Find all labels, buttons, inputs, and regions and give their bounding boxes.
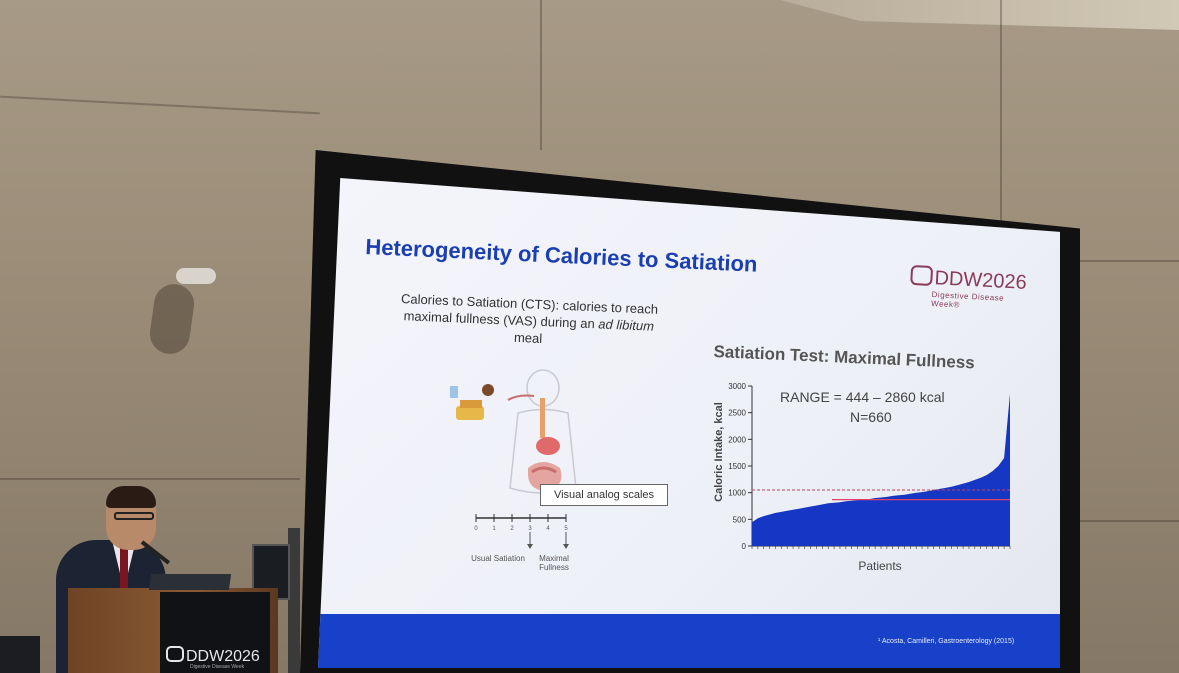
y-tick-label: 1500 (728, 462, 746, 471)
ddw-logo: DDW2026 Digestive Disease Week® (909, 264, 1031, 313)
vas-scale: 0 1 2 3 4 5 (474, 514, 569, 549)
podium-logo: DDW2026 (166, 646, 260, 666)
usual-satiation-label: Usual Satiation (471, 554, 525, 563)
cts-definition: Calories to Satiation (CTS): calories to… (400, 291, 659, 346)
vas-tick-label: 0 (474, 526, 478, 532)
wall-panel-line (1080, 520, 1179, 522)
y-tick-label: 2500 (728, 409, 746, 418)
y-axis-label: Caloric Intake, kcal (713, 402, 725, 502)
laptop (148, 574, 232, 590)
wall-panel-line (0, 478, 300, 480)
speaker-hair (106, 486, 156, 508)
range-annotation: RANGE = 444 – 2860 kcal (780, 389, 945, 405)
speaker-tie (120, 548, 128, 588)
podium-front-panel (160, 592, 270, 673)
y-tick-label: 2000 (728, 435, 746, 444)
vas-label-box: Visual analog scales (540, 484, 668, 506)
ddw-mark-icon (910, 264, 934, 287)
digestive-system-illustration (450, 369, 577, 494)
x-axis-label: Patients (858, 559, 901, 573)
ddw-logo-text: DDW2026 (910, 264, 1031, 295)
vas-tick-label: 1 (492, 526, 496, 532)
y-tick-label: 0 (742, 542, 747, 551)
satiation-chart: Caloric Intake, kcal Patients RANGE = 44… (713, 382, 1011, 573)
vas-tick-label: 2 (510, 526, 514, 532)
y-tick-label: 500 (733, 515, 747, 524)
vas-tick-label: 3 (528, 526, 532, 532)
series-area (752, 393, 1010, 546)
ddw-mark-icon (166, 646, 184, 662)
ad-libitum-text: ad libitum (598, 316, 655, 334)
podium-logo-subtitle: Digestive Disease Week (190, 664, 245, 670)
slide-title: Heterogeneity of Calories to Satiation (364, 234, 759, 277)
presentation-slide: Heterogeneity of Calories to Satiation D… (318, 178, 1060, 668)
glasses-icon (114, 512, 154, 520)
n-annotation: N=660 (850, 409, 892, 425)
citation: ¹ Acosta, Camilleri, Gastroenterology (2… (878, 638, 1015, 645)
vas-ticks (475, 514, 567, 522)
wall-sensor (176, 268, 216, 284)
wall-panel-line (1080, 260, 1179, 262)
foreground-device (0, 636, 40, 673)
y-tick-label: 1000 (728, 489, 746, 498)
vas-tick-label: 4 (546, 526, 550, 532)
slide-footer-band (318, 614, 1060, 668)
y-tick-label: 3000 (728, 382, 746, 391)
wall-panel-line (1000, 0, 1002, 230)
chart-title: Satiation Test: Maximal Fullness (713, 342, 976, 373)
maximal-fullness-label: Maximal Fullness (539, 554, 569, 572)
series-area-layer (751, 393, 1011, 549)
wall-panel-line (540, 0, 542, 150)
monitor-stand (288, 528, 300, 673)
vas-tick-label: 5 (564, 526, 568, 532)
